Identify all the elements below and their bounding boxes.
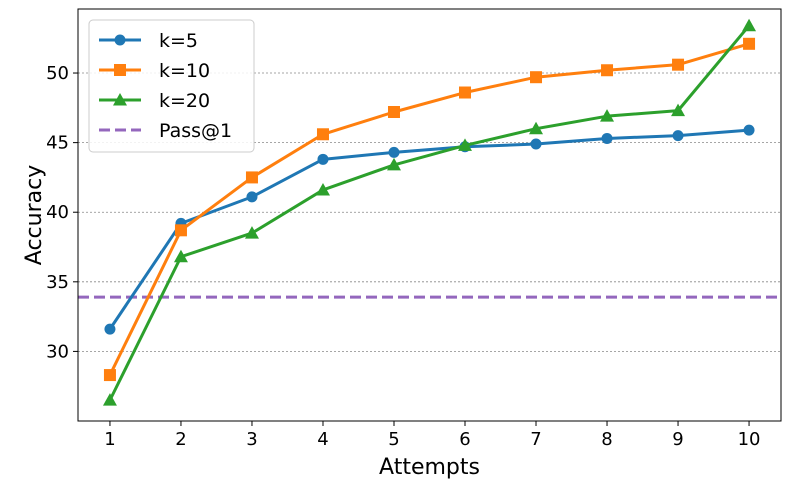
y-tick-label-30: 30 <box>46 341 69 362</box>
data-point-k-20-x4 <box>315 182 330 196</box>
series-k-20 <box>102 18 757 406</box>
data-point-k-20-x7 <box>529 121 544 135</box>
data-point-k-10-x5 <box>387 106 400 118</box>
series-line-k-20 <box>108 24 751 401</box>
x-tick-label-5: 5 <box>388 429 399 450</box>
legend-label-k-5: k=5 <box>159 30 198 52</box>
x-tick-label-1: 1 <box>104 429 115 450</box>
data-point-k-10-x8 <box>601 64 614 77</box>
series-line-k-5 <box>108 128 750 330</box>
legend-entry-k-10: k=10 <box>99 60 210 82</box>
data-point-k-5-x3 <box>246 191 258 203</box>
data-point-k-10-x1 <box>103 369 116 382</box>
data-point-k-20-x6 <box>458 138 473 151</box>
y-axis-ticks: 30 35 40 45 50 <box>46 63 78 362</box>
y-tick-label-40: 40 <box>46 202 69 223</box>
data-point-k-10-x6 <box>459 86 472 99</box>
data-point-k-20-x2 <box>173 249 188 263</box>
data-point-k-5-x9 <box>672 130 684 142</box>
data-point-k-5-x8 <box>601 132 613 144</box>
series-k-10 <box>103 37 756 382</box>
x-tick-label-6: 6 <box>459 429 470 450</box>
x-tick-label-9: 9 <box>672 429 683 450</box>
y-tick-label-50: 50 <box>46 63 69 84</box>
legend-swatch-marker-k-10 <box>114 64 126 76</box>
data-point-k-20-x9 <box>671 103 686 117</box>
data-point-k-5-x7 <box>530 138 542 150</box>
data-point-k-10-x2 <box>174 224 187 237</box>
legend-label-k-10: k=10 <box>159 60 210 82</box>
y-tick-label-45: 45 <box>46 133 69 154</box>
data-point-k-20-x5 <box>386 157 401 171</box>
plot-frame <box>77 8 782 422</box>
legend: k=5 k=10 k=20 Pass@1 <box>88 19 255 153</box>
data-point-k-10-x7 <box>530 71 543 84</box>
data-point-k-20-x8 <box>600 109 615 122</box>
y-axis-title: Accuracy <box>22 165 47 265</box>
data-series <box>102 18 757 406</box>
legend-entry-k-5: k=5 <box>99 30 198 52</box>
data-point-k-20-x3 <box>244 226 259 239</box>
x-tick-label-7: 7 <box>530 429 541 450</box>
data-point-k-10-x9 <box>672 58 685 71</box>
legend-swatch-marker-k-5 <box>114 34 126 46</box>
legend-label-k-20: k=20 <box>159 90 210 112</box>
data-point-k-10-x3 <box>245 171 258 184</box>
data-point-k-10-x10 <box>743 37 756 50</box>
data-point-k-5-x1 <box>104 323 116 335</box>
series-line-k-10 <box>108 42 750 376</box>
x-tick-label-4: 4 <box>317 429 328 450</box>
x-axis-title: Attempts <box>379 455 480 480</box>
data-point-k-5-x5 <box>388 146 400 158</box>
x-tick-label-10: 10 <box>738 429 761 450</box>
x-tick-label-3: 3 <box>246 429 257 450</box>
data-point-k-5-x10 <box>743 124 755 136</box>
legend-label-pass-1: Pass@1 <box>159 120 232 142</box>
legend-entry-pass-1: Pass@1 <box>99 120 232 142</box>
y-tick-label-35: 35 <box>46 272 69 293</box>
data-point-k-5-x4 <box>317 153 329 165</box>
legend-entry-k-20: k=20 <box>99 90 210 112</box>
data-point-k-10-x4 <box>316 128 329 141</box>
data-point-k-20-x10 <box>742 18 757 32</box>
data-point-k-20-x1 <box>102 393 117 406</box>
legend-box <box>88 19 255 153</box>
x-tick-label-2: 2 <box>175 429 186 450</box>
x-axis-ticks: 1 2 3 4 5 6 7 8 9 10 <box>104 421 760 450</box>
x-tick-label-8: 8 <box>601 429 612 450</box>
legend-swatch-marker-k-20 <box>113 93 127 106</box>
